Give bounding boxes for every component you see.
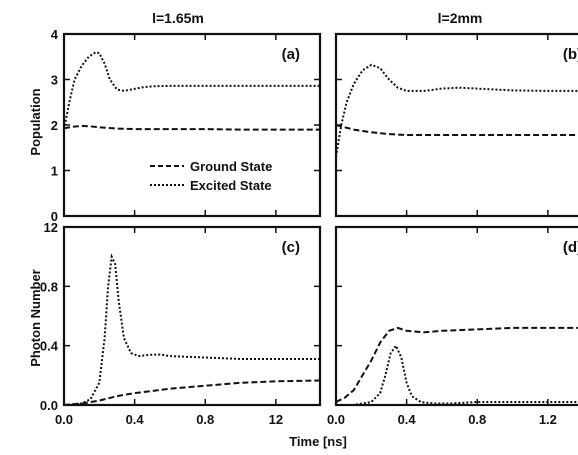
excited-state-line <box>335 63 578 157</box>
ground-state-line <box>63 124 320 131</box>
y-axis-label-photon-number: Photon Number <box>28 269 43 367</box>
column-title-left: l=1.65m <box>152 10 204 26</box>
y-tick-label: 0.0 <box>40 398 58 413</box>
x-tick-label: 0.4 <box>126 412 145 427</box>
plot-frame <box>62 225 322 407</box>
y-tick-label: 0.4 <box>40 339 59 354</box>
plot-frame <box>334 32 578 218</box>
ground-state-line <box>63 379 321 406</box>
panel-label-d: (d) <box>563 239 578 256</box>
panel-label-c: (c) <box>282 239 300 256</box>
x-tick-label: 1.2 <box>539 412 557 427</box>
legend: Ground State Excited State <box>150 159 272 193</box>
ground-state-line <box>335 124 578 136</box>
x-axis-label: Time [ns] <box>289 434 347 449</box>
excited-state-line <box>63 51 320 130</box>
y-tick-label: 4 <box>51 27 59 42</box>
legend-label-ground: Ground State <box>190 159 272 174</box>
excited-state-line <box>336 343 578 406</box>
plot-frame <box>334 225 578 407</box>
column-title-right: l=2mm <box>438 10 483 26</box>
y-axis-label-population: Population <box>28 88 43 155</box>
panel-d: 0.0 0.4 0.8 1.2 <box>327 225 578 427</box>
panel-b <box>334 32 578 218</box>
x-tick-label: 0.4 <box>398 412 417 427</box>
x-tick-label: 0.8 <box>468 412 486 427</box>
y-tick-label: 3 <box>51 73 58 88</box>
x-tick-label: 0.8 <box>196 412 214 427</box>
x-tick-label: 12 <box>269 412 283 427</box>
y-tick-label: 0 <box>51 209 58 224</box>
panel-c: 0.0 0.4 0.8 12 0.0 0.4 0.8 12 <box>40 220 322 427</box>
y-tick-label: 0.8 <box>40 279 58 294</box>
y-tick-label: 2 <box>51 118 58 133</box>
legend-label-excited: Excited State <box>190 178 272 193</box>
ground-state-line <box>335 326 578 403</box>
y-tick-label: 1 <box>51 164 58 179</box>
panel-a: 0 1 2 3 4 <box>51 27 322 224</box>
x-tick-label: 0.0 <box>55 412 73 427</box>
excited-state-line <box>63 253 320 406</box>
y-tick-label: 12 <box>44 220 58 235</box>
x-tick-label: 0.0 <box>327 412 345 427</box>
panel-label-a: (a) <box>282 46 300 63</box>
panel-label-b: (b) <box>563 46 578 63</box>
